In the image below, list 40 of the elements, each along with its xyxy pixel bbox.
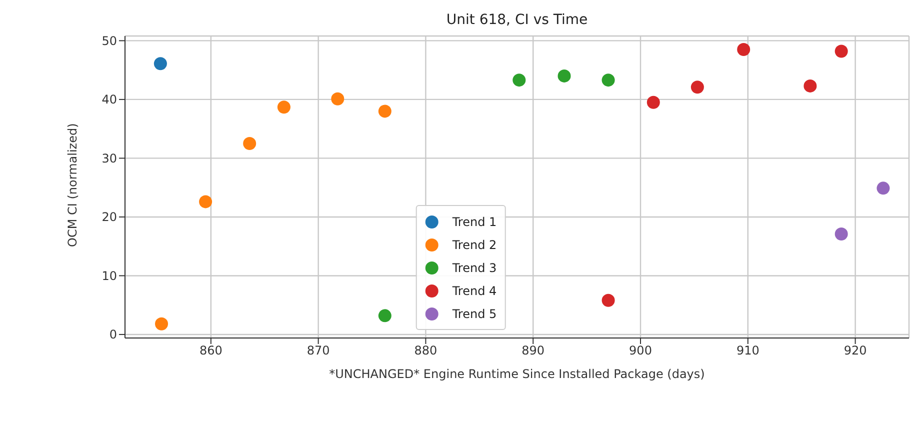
point [155, 317, 168, 330]
x-tick-label: 910 [736, 344, 760, 358]
legend-label: Trend 1 [452, 214, 497, 228]
legend-label: Trend 5 [452, 306, 497, 320]
point [690, 80, 704, 94]
point [834, 44, 848, 58]
point [154, 57, 167, 70]
x-tick-label: 870 [306, 344, 330, 358]
y-tick-label: 20 [102, 210, 117, 224]
point [331, 92, 344, 106]
x-tick-label: 900 [629, 344, 652, 358]
x-tick-label: 880 [414, 344, 438, 358]
point [512, 74, 526, 87]
point [378, 104, 392, 118]
y-tick-label: 30 [102, 151, 117, 166]
legend-label: Trend 4 [452, 284, 497, 298]
point [834, 228, 848, 241]
y-tick-label: 10 [102, 268, 117, 283]
point [243, 137, 256, 150]
point [804, 79, 817, 92]
point [876, 182, 890, 195]
point [737, 43, 750, 56]
x-tick-label: 860 [199, 344, 222, 358]
legend-label: Trend 2 [452, 238, 497, 252]
legend-label: Trend 3 [452, 260, 497, 274]
y-tick-label: 50 [102, 34, 117, 48]
x-tick-label: 920 [844, 344, 867, 358]
chart-title: Unit 618, CI vs Time [445, 12, 589, 28]
point [558, 69, 571, 82]
point [646, 96, 660, 109]
y-tick-label: 40 [102, 92, 117, 107]
y-tick-label: 0 [109, 328, 117, 342]
point [199, 195, 212, 208]
x-axis-title: *UNCHANGED* Engine Runtime Since Installed Package (days) [329, 367, 705, 381]
point [602, 294, 615, 307]
point [277, 100, 290, 114]
point [602, 74, 615, 87]
x-tick-label: 890 [522, 344, 545, 358]
point [378, 309, 392, 322]
y-axis-title: OCM CI (normalized) [65, 123, 80, 247]
